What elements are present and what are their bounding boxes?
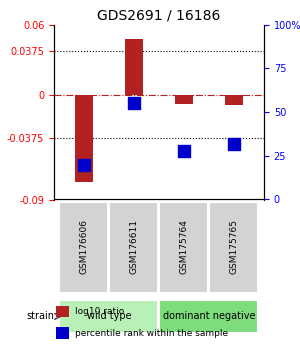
Text: GSM176606: GSM176606 [80, 219, 88, 274]
Point [82, 162, 86, 167]
FancyBboxPatch shape [59, 202, 108, 293]
Bar [125, 39, 143, 95]
Text: log10 ratio: log10 ratio [75, 307, 124, 316]
Point [132, 101, 136, 106]
Text: GSM176611: GSM176611 [130, 219, 139, 274]
FancyBboxPatch shape [209, 202, 258, 293]
FancyBboxPatch shape [159, 202, 208, 293]
Text: GSM175764: GSM175764 [179, 219, 188, 274]
Text: GSM175765: GSM175765 [230, 219, 238, 274]
Title: GDS2691 / 16186: GDS2691 / 16186 [97, 8, 221, 22]
Bar [175, 95, 193, 104]
Text: percentile rank within the sample: percentile rank within the sample [75, 329, 228, 338]
Bar [225, 95, 243, 105]
Point [182, 148, 186, 153]
FancyBboxPatch shape [109, 202, 158, 293]
Point [232, 141, 236, 147]
Bar [56, 306, 69, 318]
Bar [75, 95, 93, 182]
Bar [56, 327, 69, 339]
